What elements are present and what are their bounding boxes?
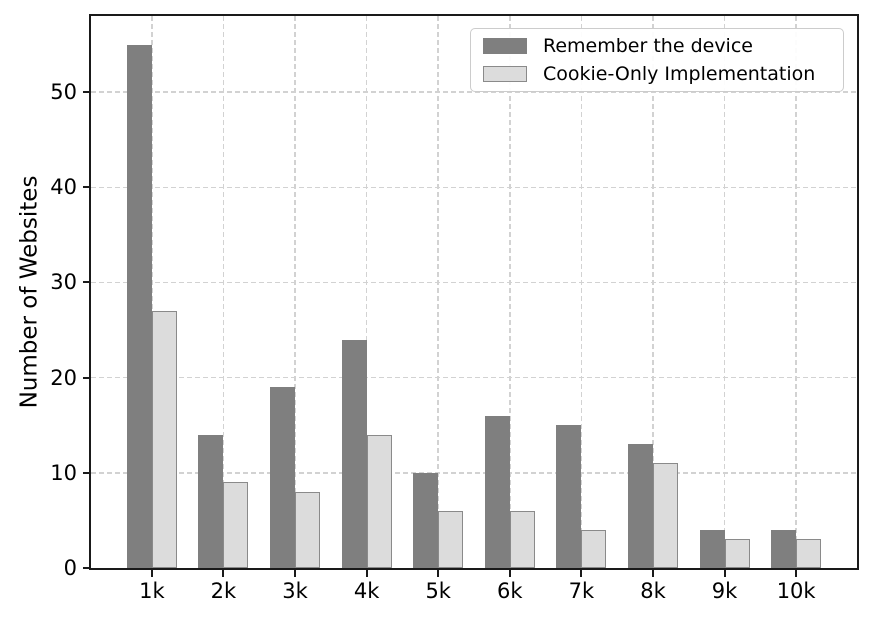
x-axis-tick [294,570,297,577]
legend-swatch-light [483,66,527,82]
gridline-horizontal [91,376,857,379]
bar-remember-device-9k [699,529,725,568]
legend-label: Cookie-Only Implementation [543,63,816,85]
y-axis-tick [83,376,90,379]
x-tick-label: 9k [711,579,738,603]
gridline-vertical [652,16,654,568]
bar-cookie-only-2k [223,482,249,568]
x-tick-label: 10k [776,579,816,603]
legend-label: Remember the device [543,35,753,57]
x-tick-label: 1k [139,579,165,603]
bar-cookie-only-4k [366,434,392,568]
bar-remember-device-5k [413,472,439,568]
bar-remember-device-8k [627,444,653,568]
bar-remember-device-1k [126,44,152,568]
x-tick-label: 3k [282,579,308,603]
bar-cookie-only-5k [438,510,464,568]
y-tick-label: 30 [50,270,77,295]
bar-remember-device-6k [484,415,510,568]
y-tick-label: 40 [50,175,77,200]
x-tick-label: 8k [640,579,666,603]
x-axis-tick [222,570,225,577]
bar-remember-device-3k [269,387,296,568]
x-tick-label: 4k [353,579,380,603]
plot-area [89,14,859,570]
y-tick-label: 0 [63,556,77,580]
y-axis-tick [83,91,90,94]
gridline-vertical [723,16,726,568]
gridline-vertical [795,16,797,568]
gridline-vertical [365,16,368,568]
x-axis-tick [580,570,583,577]
x-axis-tick [508,570,511,577]
gridline-horizontal [91,91,857,93]
legend-entry-cookie-only: Cookie-Only Implementation [483,61,831,87]
gridline-horizontal [91,281,857,284]
gridline-vertical [437,16,439,568]
gridline-vertical [222,16,225,568]
bar-cookie-only-10k [796,539,822,568]
gridline-horizontal [91,186,857,189]
x-tick-label: 6k [497,579,523,603]
gridline-vertical [509,16,511,568]
bar-remember-device-10k [771,529,797,568]
y-axis-tick [83,567,90,569]
y-tick-label: 50 [50,80,77,105]
x-tick-label: 7k [568,579,595,603]
bar-remember-device-7k [556,425,582,568]
gridline-horizontal [91,472,857,474]
legend-swatch-dark [483,38,527,54]
bar-cookie-only-7k [581,529,607,568]
x-axis-tick [150,570,153,577]
y-axis-tick [83,186,90,189]
x-tick-label: 2k [210,579,237,603]
legend: Remember the device Cookie-Only Implemen… [470,28,844,92]
x-axis-tick [437,570,440,577]
bar-remember-device-4k [341,339,367,568]
bar-cookie-only-9k [724,539,750,568]
gridline-vertical [151,16,153,568]
x-axis-tick [365,570,368,577]
x-tick-label: 5k [425,579,451,603]
y-tick-label: 10 [50,460,77,485]
x-axis-tick [723,570,726,577]
bar-cookie-only-1k [151,311,177,568]
legend-entry-remember-device: Remember the device [483,33,831,59]
y-tick-label: 20 [50,365,77,390]
bar-cookie-only-6k [509,510,535,568]
gridline-vertical [294,16,296,568]
y-axis-tick [83,471,90,474]
x-axis-tick [651,570,654,577]
bar-cookie-only-3k [295,491,321,568]
bar-remember-device-2k [198,434,224,568]
gridline-vertical [580,16,583,568]
x-axis-tick [795,570,798,577]
y-axis-tick [83,281,90,284]
bar-cookie-only-8k [652,463,679,568]
